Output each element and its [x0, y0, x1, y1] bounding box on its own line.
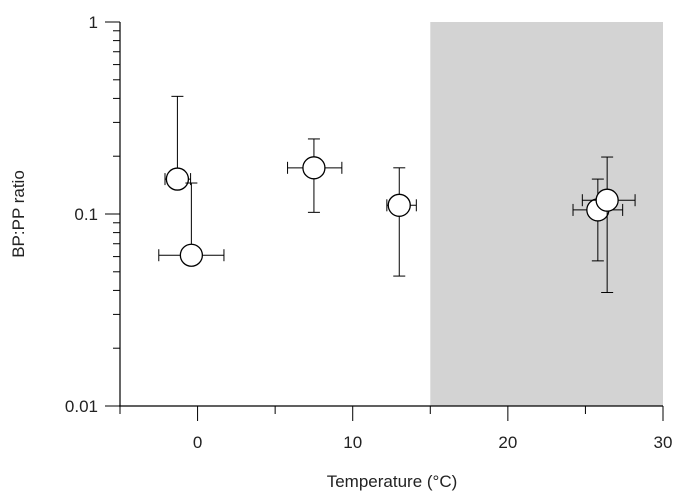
- y-tick-label: 0.01: [65, 397, 98, 416]
- y-axis-label: BP:PP ratio: [9, 170, 28, 258]
- shaded-region: [430, 22, 663, 406]
- x-tick-label: 0: [193, 433, 202, 452]
- x-tick-label: 20: [498, 433, 517, 452]
- point: [179, 243, 204, 267]
- x-tick-label: 10: [343, 433, 362, 452]
- point: [595, 188, 619, 212]
- point: [302, 156, 326, 180]
- point: [165, 167, 190, 191]
- point: [387, 193, 411, 217]
- x-tick-label: 30: [654, 433, 673, 452]
- y-tick-label: 1: [89, 13, 98, 32]
- x-axis-label: Temperature (°C): [327, 472, 458, 491]
- y-tick-label: 0.1: [74, 205, 98, 224]
